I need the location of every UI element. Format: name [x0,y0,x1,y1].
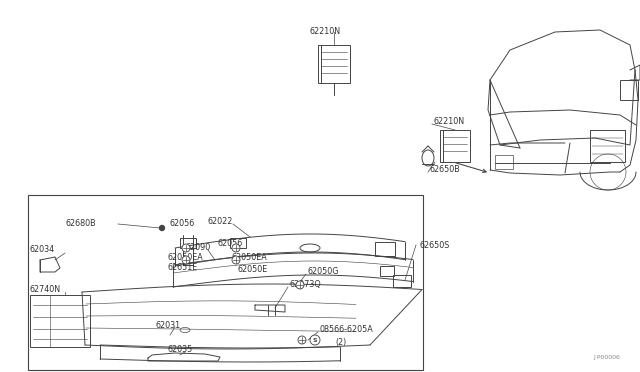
Bar [318,45,350,83]
Text: 62056: 62056 [170,219,195,228]
Text: 62740N: 62740N [30,285,61,295]
Text: 62650B: 62650B [430,166,461,174]
Bar [393,275,411,287]
Text: 62210N: 62210N [433,118,464,126]
Circle shape [310,335,320,345]
Text: 62034: 62034 [30,246,55,254]
Bar [620,80,638,100]
Text: 62056: 62056 [218,240,243,248]
Text: 62050G: 62050G [308,267,339,276]
Circle shape [232,256,240,264]
Text: 62050EA: 62050EA [232,253,268,263]
Circle shape [182,256,190,264]
Text: 62680B: 62680B [65,219,95,228]
Text: 62210N: 62210N [310,28,341,36]
Text: 62650S: 62650S [420,241,451,250]
Bar [590,130,625,162]
Text: (2): (2) [335,337,346,346]
Bar [380,266,394,276]
Text: 62022: 62022 [208,218,234,227]
Circle shape [298,336,306,344]
Bar [28,195,423,370]
Text: 62090: 62090 [185,244,211,253]
Text: 62031: 62031 [155,321,180,330]
Text: 62651E: 62651E [168,263,198,273]
Text: 08566-6205A: 08566-6205A [320,326,374,334]
Bar [30,295,90,347]
Circle shape [232,244,240,252]
Circle shape [296,281,304,289]
Bar [440,130,470,162]
Ellipse shape [422,150,434,166]
Ellipse shape [300,244,320,252]
Bar [230,238,246,248]
Circle shape [182,244,190,252]
Bar [375,242,395,256]
Circle shape [159,225,164,231]
Bar [180,238,196,248]
Text: 62035: 62035 [168,346,193,355]
Text: J P00006: J P00006 [593,356,620,360]
Text: 62050E: 62050E [238,266,268,275]
Text: 62050EA: 62050EA [168,253,204,263]
Text: S: S [313,337,317,343]
Text: 62273Q: 62273Q [290,280,322,289]
Bar [495,155,513,169]
